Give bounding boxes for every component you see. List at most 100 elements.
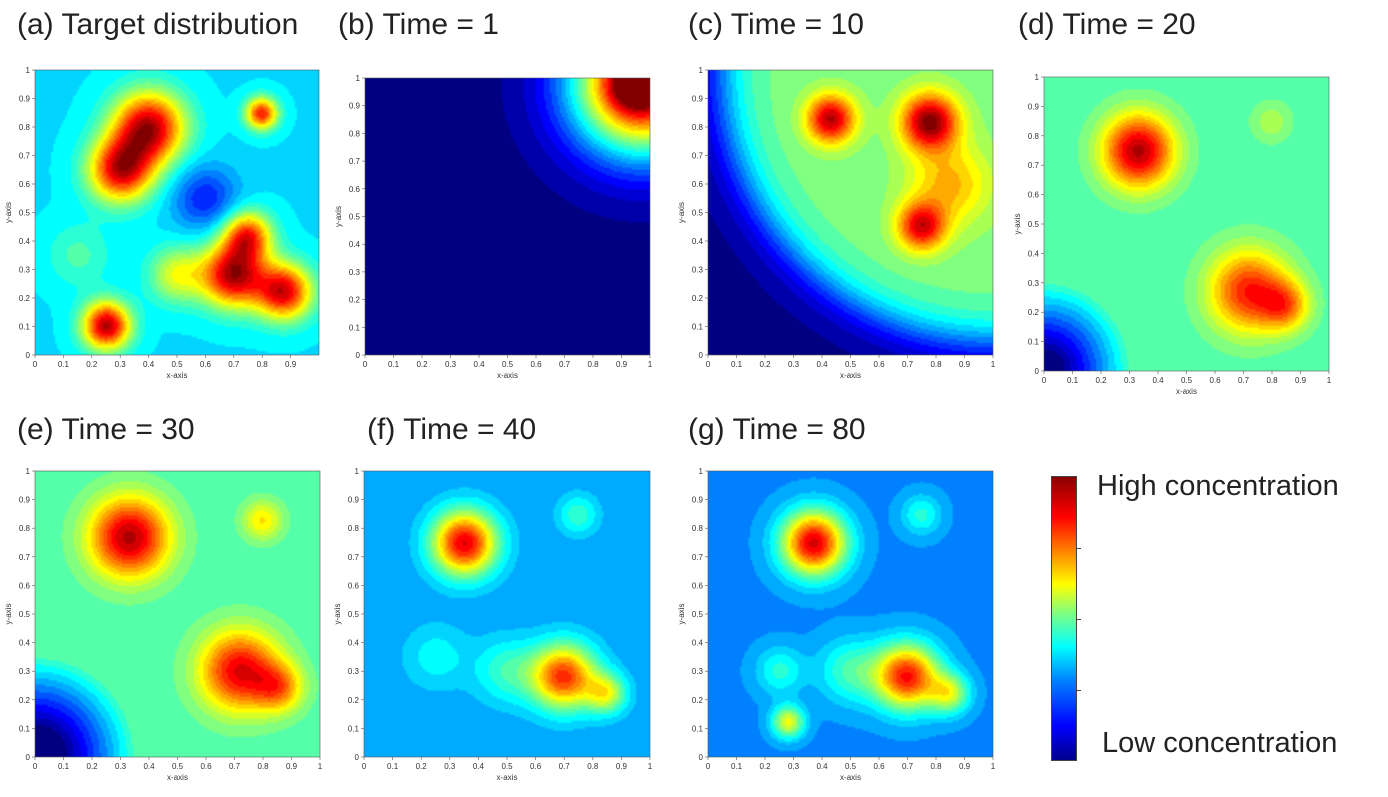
y-tick-label: 0.9 xyxy=(1028,102,1040,111)
y-tick-label: 0.6 xyxy=(1028,191,1040,200)
x-tick-label: 0.5 xyxy=(501,762,513,771)
y-tick-label: 0.2 xyxy=(19,696,31,705)
heatmap-plot-area xyxy=(708,70,993,355)
x-tick-label: 0.5 xyxy=(171,360,183,369)
plot-frame xyxy=(363,470,651,758)
y-tick-label: 0.3 xyxy=(19,667,31,676)
axes-svg: 0 0.1 0.2 0.3 0.4 0.5 0.6 0.7 0.8 0.9 1 0 0.1 0.2 0.3 0… xyxy=(333,467,653,782)
x-tick-label: 0.6 xyxy=(530,360,542,369)
x-tick-label: 0.8 xyxy=(1266,376,1278,385)
panel-title: (a) Target distribution xyxy=(17,8,299,41)
x-tick-label: 0.8 xyxy=(257,360,269,369)
x-tick-label: 0.6 xyxy=(873,360,885,369)
y-tick-label: 0.7 xyxy=(692,152,704,161)
y-axis-label: y-axis xyxy=(677,202,686,223)
x-tick-label: 0.2 xyxy=(1095,376,1107,385)
panel-title: (c) Time = 10 xyxy=(688,8,864,41)
heatmap-canvas xyxy=(35,70,319,355)
x-tick-label: 0.7 xyxy=(229,762,241,771)
x-tick-label: 0.7 xyxy=(902,762,914,771)
y-tick-label: 0.6 xyxy=(19,581,31,590)
panel-title: (f) Time = 40 xyxy=(367,413,537,446)
y-tick-label: 0.9 xyxy=(19,496,31,505)
x-tick-label: 0.4 xyxy=(816,762,828,771)
y-tick-label: 0.8 xyxy=(19,524,31,533)
x-tick-label: 1 xyxy=(1327,376,1332,385)
x-tick-label: 0.6 xyxy=(200,762,212,771)
y-tick-label: 0.3 xyxy=(349,268,361,277)
x-tick-label: 0.3 xyxy=(788,762,800,771)
y-tick-label: 0.7 xyxy=(349,157,361,166)
x-tick-label: 1 xyxy=(991,762,996,771)
x-tick-label: 0.9 xyxy=(959,762,971,771)
x-tick-label: 0.5 xyxy=(1181,376,1193,385)
plot-frame xyxy=(707,69,994,356)
y-tick-label: 0.8 xyxy=(692,123,704,132)
x-tick-label: 0.9 xyxy=(286,762,298,771)
y-tick-label: 0.8 xyxy=(1028,132,1040,141)
axes: 0 0.1 0.2 0.3 0.4 0.5 0.6 0.7 0.8 0.9 1 0 0.1 0.2 0.3 0… xyxy=(4,467,323,787)
y-tick-label: 0.2 xyxy=(348,696,360,705)
y-axis-label: y-axis xyxy=(4,202,13,223)
x-tick-label: 0.3 xyxy=(444,762,456,771)
y-tick-label: 0.1 xyxy=(1028,338,1040,347)
x-tick-label: 0.4 xyxy=(816,360,828,369)
y-tick-label: 0.2 xyxy=(19,294,31,303)
colorbar-high-label: High concentration xyxy=(1097,470,1339,502)
x-tick-label: 0.1 xyxy=(387,762,399,771)
x-tick-label: 1 xyxy=(991,360,996,369)
x-tick-label: 0.8 xyxy=(930,360,942,369)
axes: 0 0.1 0.2 0.3 0.4 0.5 0.6 0.7 0.8 0.9 1 0 0.1 0.2 0.3 0… xyxy=(677,467,996,787)
y-tick-label: 0.2 xyxy=(692,294,704,303)
axes: 0 0.1 0.2 0.3 0.4 0.5 0.6 0.7 0.8 0.9 1 0 0.1 0.2 0.3 0… xyxy=(334,74,653,385)
heatmap-plot-area xyxy=(364,471,650,757)
y-tick-label: 0.3 xyxy=(692,266,704,275)
heatmap-canvas xyxy=(365,78,650,355)
y-tick-label: 0 xyxy=(1035,367,1040,376)
y-tick-label: 0.5 xyxy=(692,610,704,619)
y-tick-label: 0.9 xyxy=(692,496,704,505)
heatmap-plot-area xyxy=(708,471,993,757)
x-tick-label: 1 xyxy=(648,360,653,369)
y-tick-label: 0.7 xyxy=(692,553,704,562)
y-tick-label: 0.2 xyxy=(692,696,704,705)
y-tick-label: 0.1 xyxy=(19,724,31,733)
x-tick-label: 0.1 xyxy=(731,762,743,771)
x-tick-label: 0.9 xyxy=(1295,376,1307,385)
panel-title: (g) Time = 80 xyxy=(688,413,866,446)
heatmap-canvas xyxy=(708,70,993,355)
y-tick-label: 0.2 xyxy=(1028,308,1040,317)
x-tick-label: 0.7 xyxy=(1238,376,1250,385)
y-tick-label: 0.3 xyxy=(1028,279,1040,288)
x-tick-label: 0.8 xyxy=(930,762,942,771)
y-tick-label: 1 xyxy=(356,74,361,83)
heatmap-plot-area xyxy=(35,471,320,757)
y-tick-label: 0.4 xyxy=(19,639,31,648)
x-tick-label: 0.3 xyxy=(788,360,800,369)
y-tick-label: 1 xyxy=(699,66,704,75)
y-tick-label: 0.3 xyxy=(692,667,704,676)
x-tick-label: 0.1 xyxy=(58,360,70,369)
y-tick-label: 0 xyxy=(356,351,361,360)
x-tick-label: 0.7 xyxy=(902,360,914,369)
axes-svg: 0 0.1 0.2 0.3 0.4 0.5 0.6 0.7 0.8 0.9 1 0 0.1 0.2 0.3 0… xyxy=(1013,73,1332,396)
y-tick-label: 0.6 xyxy=(692,180,704,189)
x-tick-label: 0.2 xyxy=(86,360,98,369)
y-tick-label: 0.1 xyxy=(349,323,361,332)
x-tick-label: 0.7 xyxy=(559,360,571,369)
y-tick-label: 0.8 xyxy=(692,524,704,533)
axes-svg: 0 0.1 0.2 0.3 0.4 0.5 0.6 0.7 0.8 0.9 0 0.1 0.2 0.3 0.… xyxy=(4,66,320,380)
x-tick-label: 0 xyxy=(706,360,711,369)
axes: 0 0.1 0.2 0.3 0.4 0.5 0.6 0.7 0.8 0.9 1 0 0.1 0.2 0.3 0… xyxy=(1013,73,1332,401)
colorbar-low-label: Low concentration xyxy=(1102,727,1338,759)
y-tick-label: 0.6 xyxy=(692,581,704,590)
y-tick-label: 0.4 xyxy=(348,639,360,648)
y-axis-label: y-axis xyxy=(333,604,342,625)
y-tick-label: 0.4 xyxy=(349,240,361,249)
y-tick-label: 0 xyxy=(26,753,31,762)
colorbar-tick xyxy=(1076,690,1081,691)
heatmap-plot-area xyxy=(365,78,650,355)
y-tick-label: 0.6 xyxy=(348,581,360,590)
x-tick-label: 0.6 xyxy=(530,762,542,771)
x-tick-label: 0.3 xyxy=(445,360,457,369)
